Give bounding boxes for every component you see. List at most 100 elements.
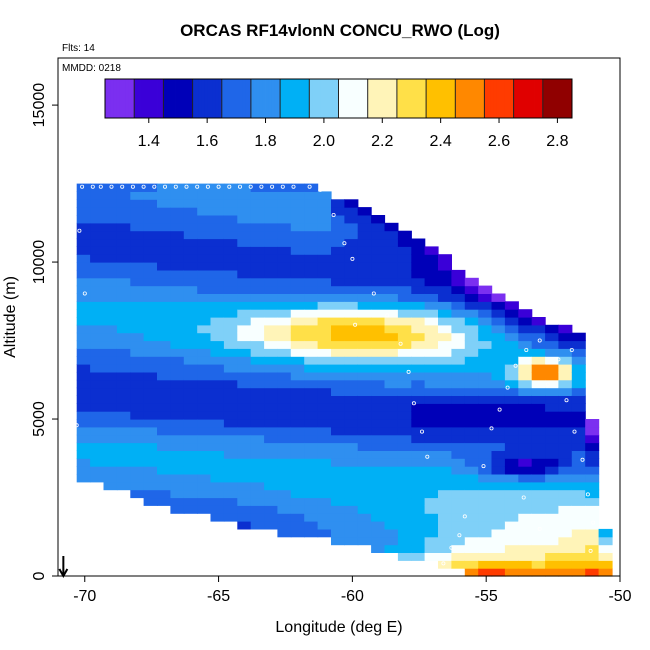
heat-cell — [478, 411, 493, 420]
heat-cell — [277, 379, 292, 389]
colorbar-swatch — [160, 79, 164, 118]
heat-cell — [130, 199, 145, 208]
heat-cell — [384, 419, 399, 428]
heat-cell — [170, 419, 185, 428]
heat-cell — [371, 324, 386, 334]
heat-cell — [531, 324, 546, 334]
heat-cell — [344, 207, 359, 216]
sample-point — [77, 228, 82, 233]
heat-cell — [143, 434, 158, 444]
colorbar-swatch — [466, 79, 471, 118]
heat-cell — [290, 183, 305, 192]
heat-cell — [331, 293, 345, 302]
colorbar-swatch — [458, 79, 462, 118]
heat-cell — [504, 528, 519, 538]
sample-point — [406, 369, 411, 374]
heat-cell — [491, 340, 506, 349]
heat-cell — [304, 199, 319, 208]
heat-cell — [304, 489, 319, 499]
heat-cell — [223, 364, 238, 373]
heat-cell — [357, 269, 372, 279]
heat-cell — [531, 513, 546, 522]
heat-cell — [304, 505, 319, 514]
heat-cell — [130, 379, 145, 389]
heat-cell — [143, 230, 158, 240]
heat-cell — [290, 379, 305, 389]
heat-cell — [478, 497, 493, 506]
heat-cell — [103, 301, 118, 310]
heat-cell — [130, 262, 145, 271]
heat-cell — [518, 356, 533, 365]
heat-cell — [237, 497, 252, 506]
heat-cell — [223, 513, 238, 522]
heat-cell — [571, 560, 586, 569]
heat-cell — [103, 434, 118, 444]
heat-cell — [491, 466, 506, 475]
sample-point — [556, 357, 561, 362]
heat-cell — [384, 521, 399, 530]
heat-cell — [116, 277, 131, 287]
heat-cell — [451, 513, 466, 522]
heat-cell — [290, 317, 305, 326]
heat-cell — [424, 442, 439, 451]
heat-cell — [424, 254, 439, 263]
heat-cell — [464, 332, 479, 342]
colorbar-swatch — [105, 79, 109, 118]
colorbar-swatch — [496, 79, 500, 118]
heat-cell — [223, 277, 238, 287]
heat-cell — [90, 262, 105, 271]
heat-cell — [277, 387, 292, 396]
heat-cell — [183, 317, 198, 326]
heat-cell — [183, 277, 198, 287]
heat-cell — [250, 466, 265, 475]
heat-cell — [264, 419, 279, 428]
heat-cell — [250, 481, 265, 491]
heat-cell — [197, 466, 212, 475]
heat-cell — [424, 379, 439, 389]
heat-cell — [438, 489, 452, 499]
colorbar-swatch — [192, 79, 196, 118]
heat-cell — [237, 324, 252, 334]
heat-cell — [518, 528, 533, 538]
heat-cell — [264, 411, 279, 420]
heat-cell — [478, 324, 493, 334]
heat-cell — [424, 489, 439, 499]
heat-cell — [531, 497, 546, 506]
heat-cell — [277, 199, 292, 208]
heat-cell — [438, 536, 452, 546]
heat-cell — [76, 379, 91, 389]
heat-cell — [451, 481, 466, 491]
heat-cell — [384, 269, 399, 279]
heat-cell — [290, 269, 305, 279]
flights-label: Flts: 14 — [62, 43, 95, 54]
heat-cell — [571, 419, 586, 428]
heat-cell — [143, 222, 158, 232]
heat-cell — [451, 379, 466, 389]
sample-point — [318, 187, 323, 192]
heat-cell — [250, 246, 265, 255]
heat-cell — [116, 426, 131, 436]
heat-cell — [464, 348, 479, 357]
heat-cell — [290, 348, 305, 357]
heat-cell — [371, 458, 386, 467]
heat-cell — [504, 474, 519, 483]
heat-cell — [264, 442, 279, 451]
colorbar-swatch — [154, 79, 158, 118]
heat-cell — [90, 348, 105, 357]
colorbar-swatch — [487, 79, 491, 118]
heat-cell — [210, 309, 225, 318]
sample-point — [398, 341, 403, 346]
sample-point — [422, 567, 427, 572]
heat-cell — [130, 246, 145, 255]
colorbar-swatch — [142, 79, 147, 118]
heat-cell — [157, 364, 171, 373]
heat-cell — [264, 489, 279, 499]
heat-cell — [223, 489, 238, 499]
colorbar-swatch — [347, 79, 351, 118]
heat-cell — [331, 434, 345, 444]
heat-cell — [76, 466, 91, 475]
colorbar-swatch — [449, 79, 453, 118]
heat-cell — [90, 285, 105, 294]
heat-cell — [304, 269, 319, 279]
colorbar-swatch — [274, 79, 278, 118]
